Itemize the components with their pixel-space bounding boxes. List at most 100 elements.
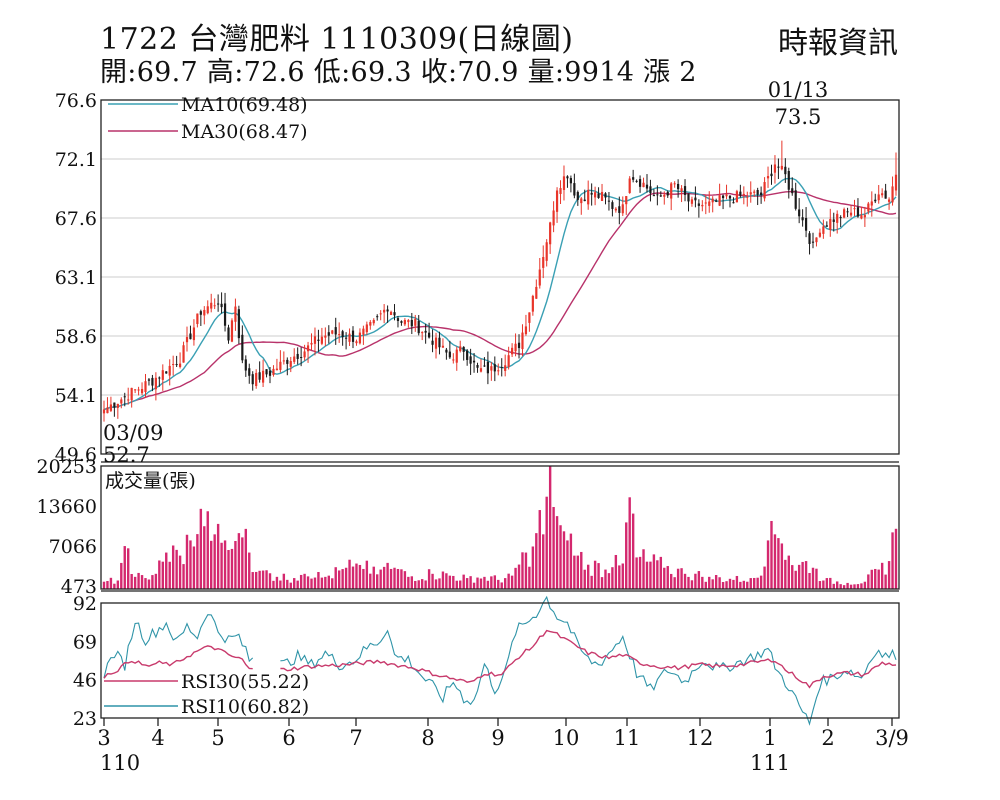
candle-body bbox=[607, 200, 611, 202]
volume-bar bbox=[728, 578, 732, 589]
volume-tick-label: 473 bbox=[61, 576, 97, 598]
volume-bars bbox=[102, 466, 898, 589]
candle-body bbox=[178, 363, 182, 368]
volume-bar bbox=[286, 579, 289, 589]
volume-bar bbox=[811, 567, 815, 589]
volume-bar bbox=[365, 560, 369, 589]
candle-body bbox=[109, 404, 113, 411]
volume-bar bbox=[275, 576, 279, 589]
volume-bar bbox=[241, 537, 244, 589]
candle-body bbox=[773, 164, 777, 173]
candle-body bbox=[856, 207, 860, 217]
candle-body bbox=[234, 306, 237, 322]
candle-body bbox=[331, 330, 334, 334]
candle-body bbox=[822, 226, 825, 234]
candle-body bbox=[659, 195, 662, 197]
candle-body bbox=[746, 196, 749, 198]
candle-body bbox=[884, 190, 887, 199]
volume-bar bbox=[628, 497, 631, 589]
volume-bar bbox=[787, 555, 790, 589]
candle-body bbox=[573, 183, 576, 196]
candle-body bbox=[770, 173, 773, 177]
candle-body bbox=[272, 368, 275, 375]
candle-body bbox=[434, 337, 438, 349]
candle-body bbox=[134, 389, 137, 391]
candle-body bbox=[580, 198, 583, 204]
candle-body bbox=[189, 333, 192, 340]
candle-body bbox=[721, 195, 725, 199]
panel-frame-0 bbox=[100, 99, 900, 455]
candle-body bbox=[701, 204, 704, 207]
volume-bar bbox=[531, 546, 535, 589]
candle-body bbox=[296, 353, 299, 359]
candle-body bbox=[217, 303, 220, 305]
volume-bar bbox=[355, 563, 358, 589]
volume-bar bbox=[860, 583, 863, 589]
volume-bar bbox=[652, 554, 656, 589]
candle-body bbox=[756, 190, 759, 195]
volume-bar bbox=[445, 573, 448, 589]
volume-bar bbox=[701, 576, 704, 589]
candle-body bbox=[511, 347, 514, 355]
month-label: 6 bbox=[282, 726, 295, 750]
candle-body bbox=[611, 202, 614, 209]
volume-bar bbox=[618, 565, 621, 589]
price-tick-label: 76.6 bbox=[55, 90, 97, 112]
candle-body bbox=[137, 389, 140, 391]
month-label: 1 bbox=[763, 726, 776, 750]
candle-body bbox=[670, 183, 673, 199]
volume-bar bbox=[465, 578, 469, 589]
volume-bar bbox=[566, 540, 569, 589]
candle-body bbox=[120, 399, 123, 404]
volume-bar bbox=[227, 550, 230, 589]
ma30-line bbox=[103, 190, 897, 411]
candle-body bbox=[863, 215, 866, 218]
candle-body bbox=[638, 179, 642, 187]
volume-bar bbox=[611, 567, 614, 589]
volume-bar bbox=[815, 568, 818, 589]
volume-bar bbox=[891, 532, 894, 589]
volume-bar bbox=[237, 533, 241, 589]
volume-bar bbox=[154, 573, 158, 589]
volume-bar bbox=[303, 573, 306, 589]
candle-body bbox=[396, 318, 400, 322]
candle-body bbox=[106, 407, 109, 414]
candle-body bbox=[441, 345, 445, 348]
candle-body bbox=[483, 365, 486, 367]
candle-body bbox=[760, 192, 763, 196]
candle-body bbox=[715, 200, 718, 202]
candle-body bbox=[618, 206, 621, 213]
candle-body bbox=[562, 176, 566, 190]
month-label: 4 bbox=[151, 726, 164, 750]
month-label: 5 bbox=[211, 726, 224, 750]
month-label: 3/9 bbox=[875, 726, 909, 750]
candle-body bbox=[310, 342, 313, 345]
rsi30-legend-label: RSI30(55.22) bbox=[181, 671, 309, 693]
volume-bar bbox=[424, 580, 427, 589]
candle-body bbox=[282, 360, 285, 362]
volume-bar bbox=[282, 573, 286, 589]
candle-body bbox=[843, 209, 846, 218]
volume-bar bbox=[116, 580, 120, 589]
volume-bar bbox=[455, 580, 458, 589]
volume-bar bbox=[877, 569, 880, 589]
volume-bar bbox=[438, 578, 441, 589]
month-label: 2 bbox=[821, 726, 834, 750]
candle-body bbox=[749, 192, 752, 195]
volume-bar bbox=[483, 576, 486, 589]
volume-bar bbox=[486, 580, 490, 589]
volume-bar bbox=[590, 575, 593, 589]
volume-bar bbox=[379, 569, 382, 589]
volume-bar bbox=[725, 581, 728, 589]
rsi-tick-label: 69 bbox=[73, 631, 97, 653]
volume-bar bbox=[542, 534, 545, 589]
candle-body bbox=[739, 191, 742, 196]
candle-body bbox=[811, 241, 815, 243]
candle-body bbox=[414, 318, 417, 326]
candle-body bbox=[258, 372, 261, 380]
candle-body bbox=[151, 377, 154, 386]
volume-bar bbox=[133, 576, 137, 589]
volume-tick-label: 13660 bbox=[37, 496, 97, 518]
volume-bar bbox=[279, 580, 282, 589]
candle-body bbox=[846, 211, 849, 213]
